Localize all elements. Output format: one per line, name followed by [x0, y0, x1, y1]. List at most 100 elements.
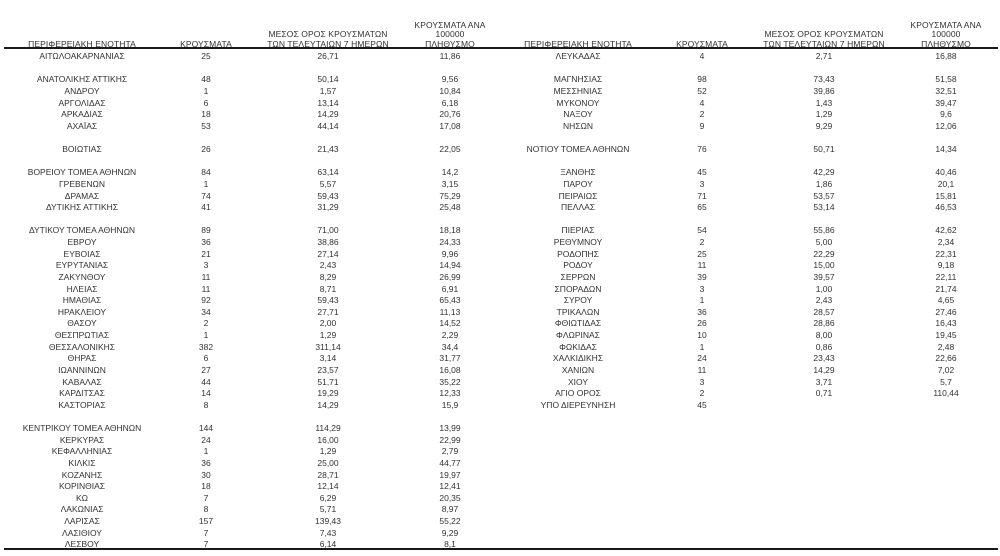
region-name: ΣΥΡΟΥ [563, 295, 593, 306]
avg7-value: 59,43 [317, 190, 339, 201]
region-name: ΜΑΓΝΗΣΙΑΣ [553, 74, 603, 85]
cases-value: 89 [201, 225, 211, 236]
region-name: ΠΙΕΡΙΑΣ [561, 225, 595, 236]
region-name: ΤΡΙΚΑΛΩΝ [556, 306, 600, 317]
col-header-per100k: ΚΡΟΥΣΜΑΤΑ ΑΝΑ 100000 ΠΛΗΘΥΣΜΟ [402, 20, 498, 50]
per100k-value: 65,43 [439, 295, 461, 306]
per100k-value: 34,4 [441, 341, 459, 352]
cases-value: 1 [203, 178, 209, 189]
per100k-value: 8,97 [441, 504, 459, 515]
avg7-value: 0,86 [815, 341, 833, 352]
col-header-avg7-line1: ΜΕΣΟΣ ΟΡΟΣ ΚΡΟΥΣΜΑΤΩΝ [268, 29, 388, 39]
region-name: ΚΟΡΙΝΘΙΑΣ [58, 481, 106, 492]
cases-value: 11 [697, 260, 707, 271]
cases-value: 65 [697, 202, 707, 213]
avg7-value: 42,29 [813, 167, 835, 178]
avg7-value: 23,57 [317, 364, 339, 375]
per100k-value: 32,51 [935, 85, 957, 96]
region-name: ΚΕΡΚΥΡΑΣ [59, 434, 105, 445]
table-row: ΠΕΙΡΑΙΩΣ 71 53,57 15,81 [502, 191, 994, 203]
avg7-value: 1,29 [815, 109, 833, 120]
table-bottom-border [4, 548, 998, 550]
avg7-value: 6,14 [319, 539, 337, 550]
table-row: ΞΑΝΘΗΣ 45 42,29 40,46 [502, 167, 994, 179]
table-row: ΚΟΡΙΝΘΙΑΣ 18 12,14 12,41 [6, 481, 498, 493]
avg7-value: 25,00 [317, 457, 339, 468]
per100k-value: 14,2 [441, 167, 459, 178]
col-header-avg7-line1: ΜΕΣΟΣ ΟΡΟΣ ΚΡΟΥΣΜΑΤΩΝ [764, 29, 884, 39]
region-name: ΦΩΚΙΔΑΣ [559, 341, 597, 352]
avg7-value: 51,71 [317, 376, 339, 387]
table-row: ΛΑΡΙΣΑΣ 157 139,43 55,22 [6, 516, 498, 528]
table-row: ΕΥΡΥΤΑΝΙΑΣ 3 2,43 14,94 [6, 260, 498, 272]
avg7-value: 28,57 [813, 306, 835, 317]
per100k-value: 39,47 [935, 97, 957, 108]
cases-value: 3 [203, 260, 209, 271]
avg7-value: 2,43 [319, 260, 337, 271]
region-name: ΧΑΛΚΙΔΙΚΗΣ [552, 353, 604, 364]
table-row: ΚΑΒΑΛΑΣ 44 51,71 35,22 [6, 377, 498, 389]
per100k-value: 19,45 [935, 330, 957, 340]
cases-value: 382 [198, 341, 214, 352]
table-row: ΑΡΓΟΛΙΔΑΣ 6 13,14 6,18 [6, 98, 498, 110]
avg7-value: 8,00 [815, 330, 833, 340]
avg7-value: 5,71 [319, 504, 337, 515]
table-row: ΧΙΟΥ 3 3,71 5,7 [502, 377, 994, 389]
region-name: ΚΑΡΔΙΤΣΑΣ [59, 388, 105, 399]
col-header-avg7-line2: ΤΩΝ ΤΕΛΕΥΤΑΙΩΝ 7 ΗΜΕΡΩΝ [267, 38, 389, 49]
avg7-value: 28,86 [813, 318, 835, 329]
avg7-value: 16,00 [317, 434, 339, 445]
table-row: ΚΕΦΑΛΛΗΝΙΑΣ 1 1,29 2,79 [6, 446, 498, 458]
region-name: ΚΩ [75, 492, 89, 503]
per100k-value: 6,91 [441, 283, 459, 294]
per100k-value: 46,53 [935, 202, 957, 213]
cases-value: 8 [203, 399, 209, 410]
table-row: ΚΑΡΔΙΤΣΑΣ 14 19,29 12,33 [6, 388, 498, 400]
avg7-value: 39,86 [813, 85, 835, 96]
table-row: ΑΡΚΑΔΙΑΣ 18 14,29 20,76 [6, 109, 498, 121]
table-row: ΠΑΡΟΥ 3 1,86 20,1 [502, 179, 994, 191]
avg7-value: 44,14 [317, 120, 339, 131]
per100k-value: 2,34 [937, 237, 955, 247]
col-header-cases: ΚΡΟΥΣΜΑΤΑ [158, 38, 254, 50]
per100k-value: 13,99 [439, 423, 461, 433]
region-name: ΡΟΔΟΥ [563, 260, 593, 271]
cases-value: 21 [201, 248, 211, 259]
per100k-value: 22,31 [935, 248, 957, 259]
region-name: ΠΕΛΛΑΣ [560, 202, 596, 213]
cases-value: 6 [203, 353, 209, 364]
cases-value: 92 [201, 295, 211, 306]
avg7-value: 31,29 [317, 202, 339, 213]
region-name: ΓΡΕΒΕΝΩΝ [59, 178, 105, 189]
table-row: ΕΒΡΟΥ 36 38,86 24,33 [6, 237, 498, 249]
region-name: ΣΠΟΡΑΔΩΝ [554, 283, 602, 294]
table-row: ΜΥΚΟΝΟΥ 4 1,43 39,47 [502, 98, 994, 110]
per100k-value: 21,74 [935, 283, 957, 294]
per100k-value: 15,81 [935, 190, 957, 201]
cases-value: 2 [699, 109, 705, 120]
table-row: ΚΙΛΚΙΣ 36 25,00 44,77 [6, 458, 498, 470]
table-row: ΜΑΓΝΗΣΙΑΣ 98 73,43 51,58 [502, 74, 994, 86]
per100k-value: 9,6 [940, 109, 952, 120]
table-row: ΔΥΤΙΚΟΥ ΤΟΜΕΑ ΑΘΗΝΩΝ 89 71,00 18,18 [6, 225, 498, 237]
cases-value: 41 [201, 202, 211, 213]
avg7-value: 14,29 [813, 364, 835, 375]
table-row: ΛΕΥΚΑΔΑΣ 4 2,71 16,88 [502, 51, 994, 63]
per100k-value: 27,46 [935, 306, 957, 317]
region-name: ΑΓΙΟ ΟΡΟΣ [555, 388, 601, 399]
per100k-value: 14,94 [439, 260, 461, 271]
cases-value: 45 [697, 399, 707, 410]
avg7-value: 311,14 [315, 341, 341, 352]
avg7-value: 5,57 [319, 178, 337, 189]
avg7-value: 63,14 [317, 167, 339, 178]
per100k-value: 16,88 [935, 51, 957, 61]
table-row: ΠΕΛΛΑΣ 65 53,14 46,53 [502, 202, 994, 214]
cases-value: 24 [201, 434, 211, 445]
region-name: ΞΑΝΘΗΣ [560, 167, 596, 178]
col-header-cases-label: ΚΡΟΥΣΜΑΤΑ [180, 38, 232, 49]
avg7-value: 9,29 [815, 120, 833, 131]
table-row: ΑΝΑΤΟΛΙΚΗΣ ΑΤΤΙΚΗΣ 48 50,14 9,56 [6, 74, 498, 86]
per100k-value: 20,76 [439, 109, 461, 120]
spacer-row [6, 63, 498, 75]
